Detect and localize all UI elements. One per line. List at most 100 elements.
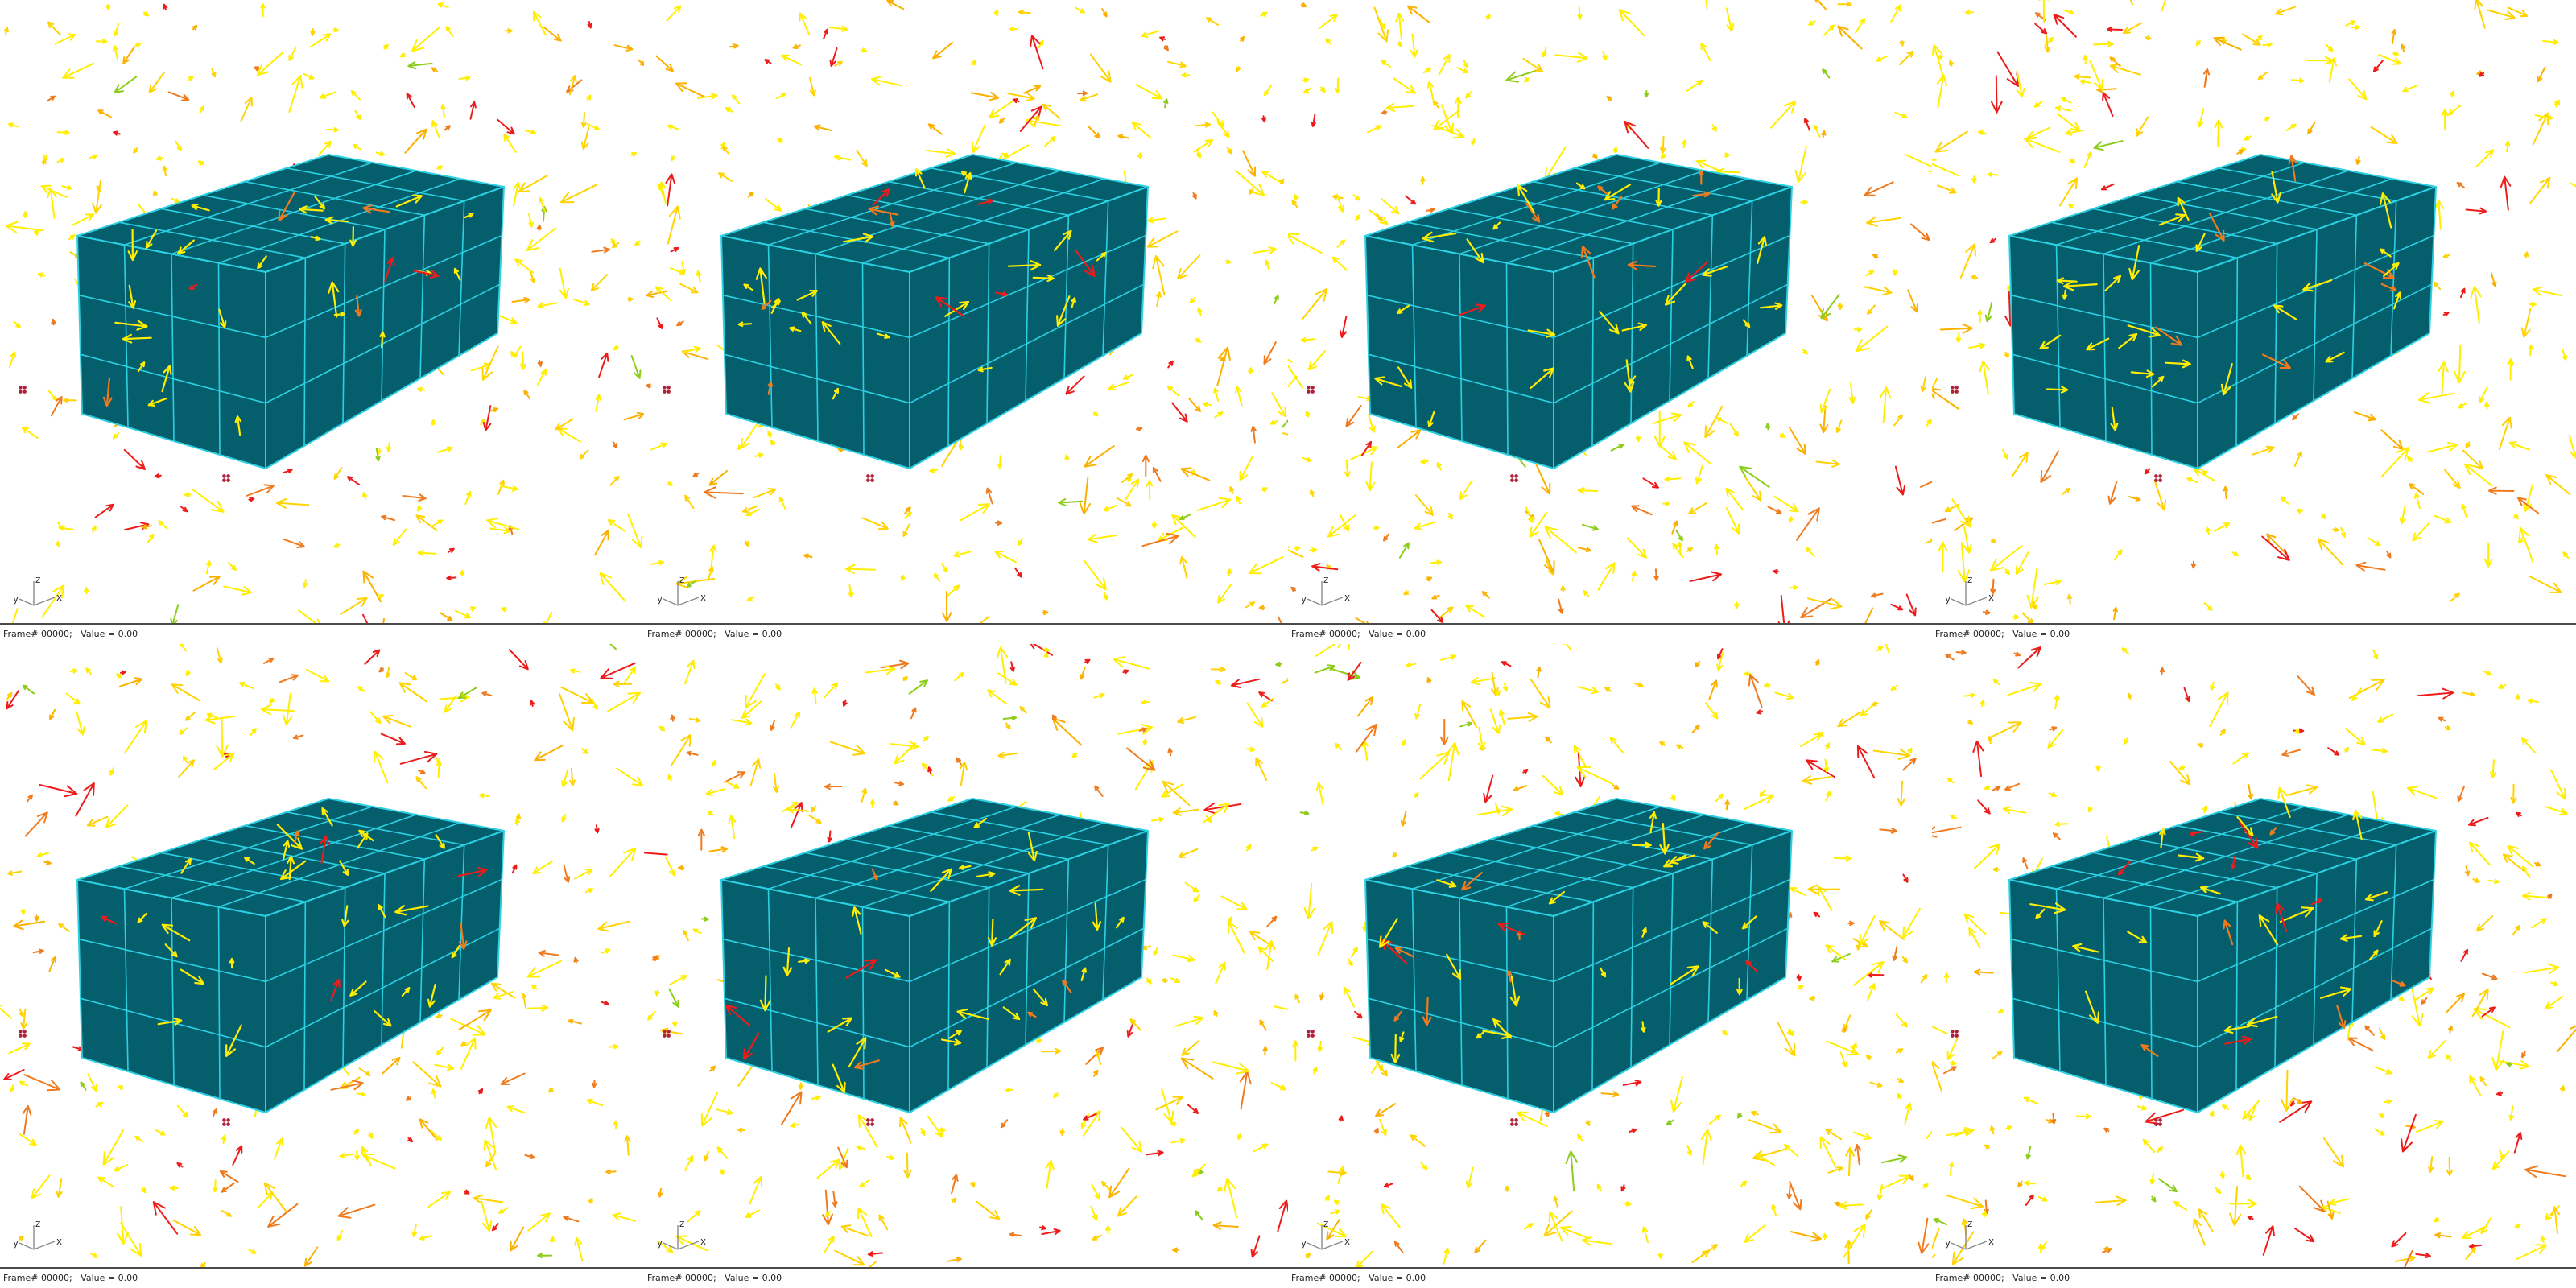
vector-arrow xyxy=(1932,387,1960,410)
vector-arrow xyxy=(1292,1040,1299,1062)
mesh-box[interactable] xyxy=(76,154,505,469)
vector-arrow xyxy=(1808,20,1816,26)
vector-arrow xyxy=(2223,1025,2251,1034)
node-marker-icon[interactable] xyxy=(1951,386,1959,394)
viewport-canvas[interactable]: zxy xyxy=(644,0,1288,644)
vector-arrow xyxy=(1560,585,1566,592)
vector-arrow xyxy=(2236,149,2244,155)
node-marker-icon[interactable] xyxy=(1307,1030,1315,1038)
vector-arrow xyxy=(188,283,198,290)
node-marker-icon[interactable] xyxy=(222,1118,230,1126)
vector-arrow xyxy=(1117,134,1130,139)
mesh-box[interactable] xyxy=(1364,798,1793,1113)
vector-arrow xyxy=(1234,169,1265,196)
node-marker-icon[interactable] xyxy=(2154,474,2162,482)
vector-arrow xyxy=(309,33,332,48)
vector-arrow xyxy=(1103,504,1118,512)
axis-label-z: z xyxy=(35,1218,40,1229)
vector-arrow xyxy=(1641,927,1647,938)
vector-arrow xyxy=(2190,560,2197,569)
vector-arrow xyxy=(435,834,445,849)
vector-arrow xyxy=(1019,706,1027,714)
mesh-box[interactable] xyxy=(2008,154,2437,469)
vector-arrow xyxy=(112,432,120,440)
vector-arrow xyxy=(1687,401,1695,408)
vector-arrow xyxy=(1748,674,1763,708)
vector-arrow xyxy=(1715,793,1724,803)
node-marker-icon[interactable] xyxy=(1510,474,1518,482)
viewport-7[interactable]: z x y Frame# 00000; Value = 0.00 xyxy=(1288,644,1932,1288)
mesh-box[interactable] xyxy=(2008,798,2437,1113)
vector-arrow xyxy=(1227,568,1232,577)
node-marker-icon[interactable] xyxy=(1951,1030,1959,1038)
vector-arrow xyxy=(961,171,972,180)
vector-arrow xyxy=(824,783,843,791)
vector-arrow xyxy=(2264,116,2270,122)
node-marker-icon[interactable] xyxy=(663,1030,671,1038)
vector-arrow xyxy=(458,75,471,80)
vector-arrow xyxy=(2169,761,2191,786)
vector-arrow xyxy=(1788,427,1806,455)
vector-arrow xyxy=(2355,561,2386,572)
viewport-canvas[interactable]: zxy xyxy=(0,644,644,1288)
viewport-8[interactable]: z x y Frame# 00000; Value = 0.00 xyxy=(1932,644,2576,1288)
vector-arrow xyxy=(2327,747,2340,756)
vector-arrow xyxy=(2408,483,2425,495)
vector-arrow xyxy=(1505,1185,1510,1192)
vector-arrow xyxy=(2026,126,2051,139)
vector-arrow xyxy=(1092,902,1102,931)
node-marker-icon[interactable] xyxy=(19,1030,27,1038)
viewport-canvas[interactable]: zxy xyxy=(644,644,1288,1288)
node-marker-icon[interactable] xyxy=(1510,1118,1518,1126)
viewport-6[interactable]: z x y Frame# 00000; Value = 0.00 xyxy=(644,644,1288,1288)
vector-arrow xyxy=(2415,987,2434,1001)
background-vector-field xyxy=(645,0,1288,644)
vector-arrow xyxy=(1105,1225,1111,1234)
viewport-3[interactable]: z x y Frame# 00000; Value = 0.00 xyxy=(1288,0,1932,644)
vector-arrow xyxy=(2326,1200,2334,1220)
viewport-canvas[interactable]: zxy xyxy=(1932,0,2576,644)
node-marker-icon[interactable] xyxy=(663,386,671,394)
viewport-canvas[interactable]: zxy xyxy=(0,0,644,644)
vector-arrow xyxy=(1027,831,1038,862)
mesh-box[interactable] xyxy=(720,798,1149,1113)
axis-label-y: y xyxy=(1301,593,1307,605)
vector-arrow xyxy=(1259,1019,1267,1031)
vector-arrow xyxy=(1583,590,1590,597)
vector-arrow xyxy=(2508,1105,2514,1121)
vector-arrow xyxy=(1440,654,1457,661)
vector-arrow xyxy=(2231,856,2236,869)
vector-arrow xyxy=(1084,560,1107,591)
mesh-box[interactable] xyxy=(720,154,1149,469)
vector-arrow xyxy=(630,151,638,157)
node-marker-icon[interactable] xyxy=(1307,386,1315,394)
viewport-2[interactable]: z x y Frame# 00000; Value = 0.00 xyxy=(644,0,1288,644)
viewport-canvas[interactable]: zxy xyxy=(1288,0,1932,644)
vector-arrow xyxy=(1117,1195,1137,1217)
vector-arrow xyxy=(2391,29,2397,45)
vector-arrow xyxy=(2310,898,2323,906)
vector-arrow xyxy=(878,1214,889,1231)
viewport-1[interactable]: z x y Frame# 00000; Value = 0.00 xyxy=(0,0,644,644)
vector-arrow xyxy=(2449,592,2460,602)
viewport-4[interactable]: z x y Frame# 00000; Value = 0.00 xyxy=(1932,0,2576,644)
vector-arrow xyxy=(123,448,146,470)
vector-arrow xyxy=(1737,1113,1743,1119)
node-marker-icon[interactable] xyxy=(866,1118,874,1126)
viewport-canvas[interactable]: zxy xyxy=(1288,644,1932,1288)
viewport-5[interactable]: z x y Frame# 00000; Value = 0.00 xyxy=(0,644,644,1288)
vector-arrow xyxy=(706,810,714,816)
mesh-box[interactable] xyxy=(1364,154,1793,469)
vector-arrow xyxy=(2248,784,2254,800)
node-marker-icon[interactable] xyxy=(222,474,230,482)
vector-arrow xyxy=(56,1178,63,1198)
node-marker-icon[interactable] xyxy=(866,474,874,482)
vector-arrow xyxy=(1965,10,1975,15)
axis-triad-labels: zxy xyxy=(1301,1218,1350,1249)
vector-arrow xyxy=(2159,667,2165,675)
node-marker-icon[interactable] xyxy=(2154,1118,2162,1126)
vector-arrow xyxy=(2513,514,2519,520)
node-marker-icon[interactable] xyxy=(19,386,27,394)
vector-arrow xyxy=(559,267,569,299)
viewport-canvas[interactable]: zxy xyxy=(1932,644,2576,1288)
